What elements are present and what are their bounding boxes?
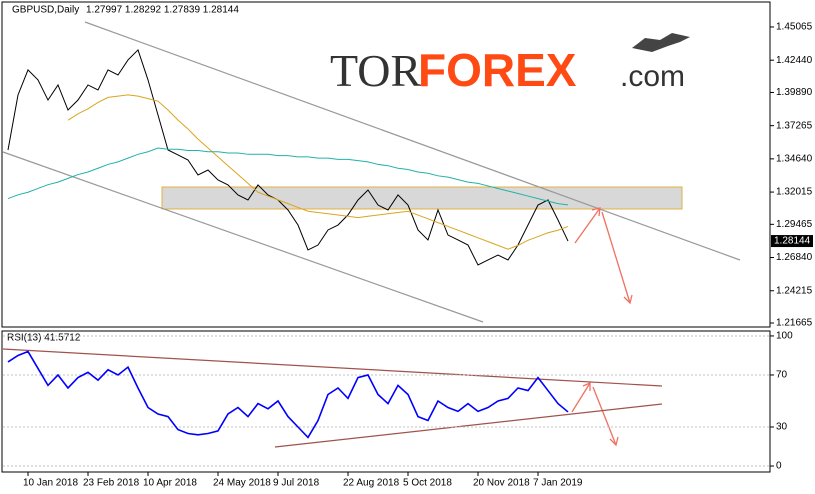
y-tick-label: 1.21665 (776, 318, 813, 329)
price-panel (1, 1, 771, 328)
series-line (7, 147, 569, 206)
x-tick-label: 7 Jan 2019 (533, 478, 583, 489)
rsi-trend-upper (2, 348, 663, 387)
y-tick-label: 1.45065 (776, 22, 813, 33)
y-tick-label: 1.37265 (776, 120, 813, 131)
x-tick-label: 20 Nov 2018 (473, 478, 530, 489)
rsi-title: RSI(13) 41.5712 (7, 333, 81, 344)
y-tick-label: 30 (776, 422, 788, 433)
channel-upper (84, 21, 741, 261)
y-tick-label: 100 (776, 331, 793, 342)
x-tick-label: 23 Feb 2018 (83, 478, 140, 489)
last-price-label: 1.28144 (774, 236, 811, 247)
chart-title: GBPUSD,Daily (12, 5, 79, 16)
watermark-prefix: TOR (330, 45, 421, 96)
y-tick-label: 1.26840 (776, 252, 813, 263)
x-tick-label: 5 Oct 2018 (403, 478, 452, 489)
series-line (7, 49, 569, 266)
y-tick-label: 1.29465 (776, 219, 813, 230)
bull-icon (632, 33, 690, 52)
watermark-brand: FOREX (418, 44, 577, 96)
x-tick-label: 9 Jul 2018 (273, 478, 320, 489)
y-tick-label: 70 (776, 370, 788, 381)
forecast-arrows (571, 207, 633, 447)
y-tick-label: 0 (776, 461, 782, 472)
resistance-zone (161, 186, 683, 210)
x-tick-label: 22 Aug 2018 (343, 478, 400, 489)
y-tick-label: 1.42440 (776, 55, 813, 66)
channel-lower (2, 151, 484, 323)
y-tick-label: 1.24215 (776, 285, 813, 296)
y-tick-label: 1.34640 (776, 154, 813, 165)
rsi-panel (1, 330, 771, 473)
y-tick-label: 1.32015 (776, 187, 813, 198)
x-tick-label: 10 Apr 2018 (143, 478, 197, 489)
series-line (67, 94, 569, 250)
last-price-box (771, 235, 813, 248)
watermark-suffix: .com (620, 60, 685, 93)
y-tick-label: 1.39890 (776, 87, 813, 98)
series-line (7, 350, 569, 439)
rsi-trend-lower (274, 403, 663, 448)
x-tick-label: 24 May 2018 (213, 478, 271, 489)
x-tick-label: 10 Jan 2018 (23, 478, 78, 489)
ohlc-values: 1.27997 1.28292 1.27839 1.28144 (86, 5, 239, 16)
